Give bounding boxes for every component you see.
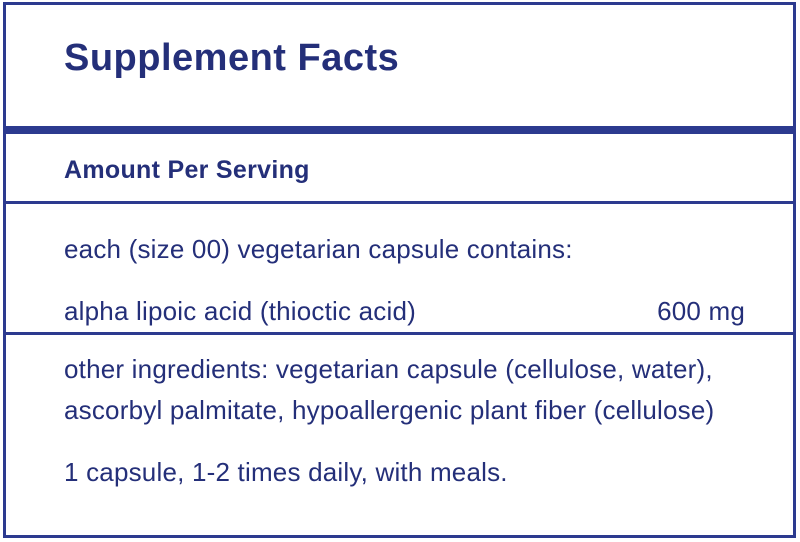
- other-ingredients-line: other ingredients: vegetarian capsule (c…: [64, 354, 713, 384]
- other-ingredients-line: ascorbyl palmitate, hypoallergenic plant…: [64, 395, 715, 425]
- ingredient-name: alpha lipoic acid (thioctic acid): [64, 296, 416, 326]
- thick-divider-bar: [6, 126, 793, 134]
- capsule-contains-line: each (size 00) vegetarian capsule contai…: [64, 234, 573, 264]
- other-ingredients-block: other ingredients: vegetarian capsule (c…: [6, 349, 793, 431]
- ingredient-row: alpha lipoic acid (thioctic acid) 600 mg: [6, 294, 793, 328]
- directions-line: 1 capsule, 1-2 times daily, with meals.: [64, 457, 508, 487]
- amount-per-serving-header: Amount Per Serving: [64, 156, 310, 184]
- supplement-facts-label: Supplement Facts Amount Per Serving each…: [3, 2, 796, 538]
- label-title: Supplement Facts: [64, 37, 400, 79]
- ingredient-amount: 600 mg: [657, 296, 745, 326]
- divider-rule-above-ingredients: [6, 201, 793, 204]
- divider-rule-below-ingredients: [6, 332, 793, 335]
